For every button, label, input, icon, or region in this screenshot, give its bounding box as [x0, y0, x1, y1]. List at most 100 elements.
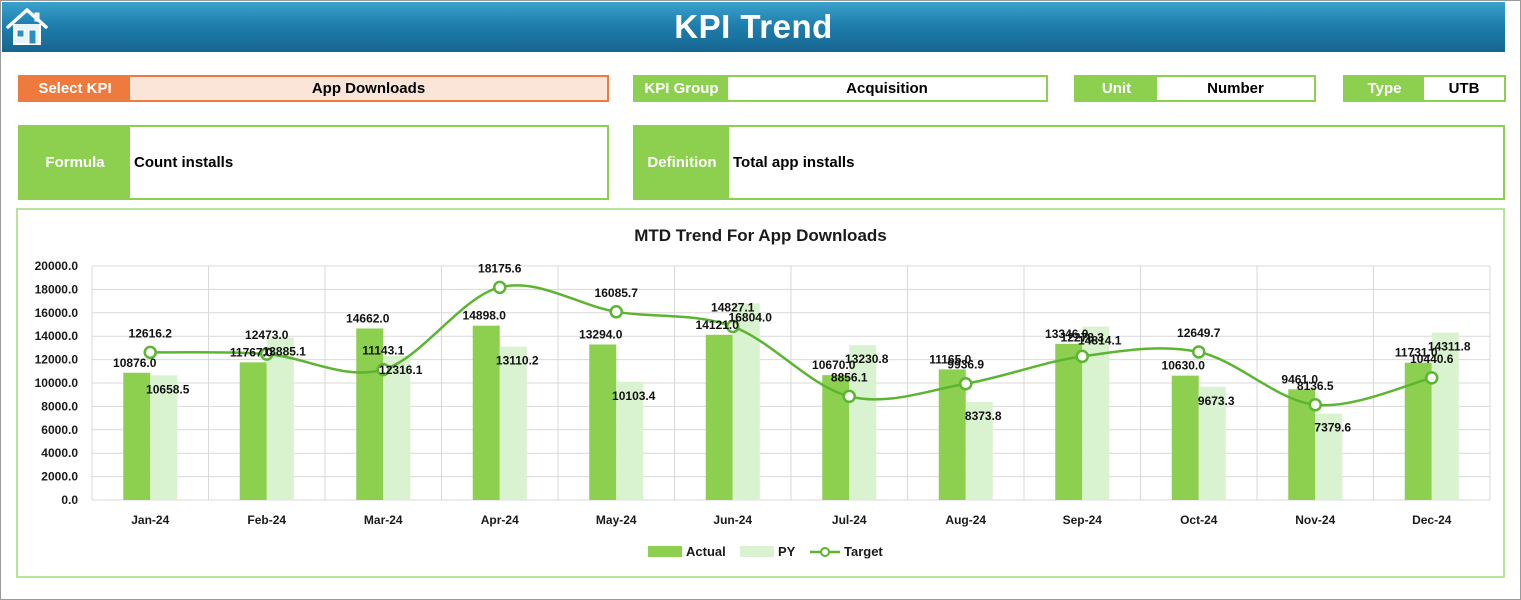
- y-tick-label: 18000.0: [35, 282, 79, 296]
- data-label-target: 8136.5: [1297, 379, 1334, 393]
- data-label-actual: 11767.0: [230, 345, 273, 359]
- data-label-actual: 11165.0: [929, 352, 971, 366]
- bar-py: [1198, 386, 1226, 500]
- kpi-group-field: KPI Group Acquisition: [633, 75, 1048, 102]
- data-label-target: 10440.6: [1410, 352, 1454, 366]
- data-label-target: 14827.1: [711, 301, 755, 315]
- data-label-target: 12278.3: [1061, 330, 1105, 344]
- bar-py: [616, 381, 644, 500]
- bar-actual: [1171, 375, 1199, 500]
- bar-actual: [239, 362, 267, 500]
- x-tick-label: Feb-24: [247, 513, 286, 527]
- x-tick-label: Mar-24: [364, 513, 403, 527]
- header-bar: KPI Trend: [2, 2, 1505, 52]
- target-point: [1425, 371, 1439, 385]
- bar-actual: [123, 372, 151, 500]
- select-kpi-dropdown[interactable]: App Downloads: [130, 77, 607, 100]
- bar-actual: [1404, 362, 1432, 500]
- x-tick-label: Aug-24: [945, 513, 986, 527]
- data-label-py: 10658.5: [146, 382, 190, 396]
- target-point: [1192, 345, 1206, 359]
- y-tick-label: 10000.0: [35, 376, 79, 390]
- definition-label: Definition: [635, 127, 729, 198]
- data-label-target: 11143.1: [362, 344, 404, 358]
- formula-box: Formula Count installs: [18, 125, 609, 200]
- data-label-target: 12649.7: [1177, 326, 1221, 340]
- data-label-actual: 11731.0: [1395, 346, 1438, 360]
- unit-field: Unit Number: [1074, 75, 1316, 102]
- data-label-py: 9673.3: [1198, 394, 1235, 408]
- definition-value: Total app installs: [733, 154, 855, 171]
- definition-box: Definition Total app installs: [633, 125, 1505, 200]
- kpi-group-value: Acquisition: [728, 77, 1046, 100]
- data-label-actual: 13346.0: [1045, 327, 1089, 341]
- target-point: [376, 362, 390, 377]
- bar-py: [965, 402, 993, 500]
- y-tick-label: 14000.0: [35, 329, 79, 343]
- page-title: KPI Trend: [674, 8, 833, 45]
- target-point: [959, 376, 973, 391]
- bar-py: [266, 337, 294, 500]
- type-value: UTB: [1424, 77, 1504, 100]
- target-point: [726, 319, 740, 334]
- bar-py: [849, 345, 877, 500]
- data-label-py: 14814.1: [1078, 334, 1122, 348]
- type-field: Type UTB: [1343, 75, 1506, 102]
- bar-actual: [356, 328, 384, 500]
- data-label-actual: 10630.0: [1162, 359, 1206, 373]
- unit-value: Number: [1157, 77, 1314, 100]
- bar-actual: [589, 344, 617, 500]
- legend-label-actual: Actual: [686, 544, 726, 559]
- data-label-py: 13230.8: [845, 352, 889, 366]
- target-point: [1308, 398, 1322, 412]
- trend-chart: MTD Trend For App Downloads 0.0 2000.0 400…: [16, 208, 1505, 578]
- target-point: [493, 280, 507, 295]
- target-point: [609, 305, 623, 319]
- data-label-actual: 14898.0: [463, 309, 507, 323]
- y-tick-label: 8000.0: [41, 399, 78, 413]
- x-tick-label: Jul-24: [832, 513, 867, 527]
- bar-py: [1315, 413, 1343, 500]
- select-kpi-label: Select KPI: [20, 77, 130, 100]
- data-label-actual: 10670.0: [812, 358, 856, 372]
- target-line: [150, 284, 1433, 407]
- x-tick-label: Sep-24: [1063, 513, 1103, 527]
- type-label: Type: [1345, 77, 1424, 100]
- unit-label: Unit: [1076, 77, 1157, 100]
- legend-marker-target: [820, 547, 830, 557]
- data-label-target: 12473.0: [245, 328, 289, 342]
- legend-label-py: PY: [778, 544, 796, 559]
- y-tick-label: 16000.0: [35, 306, 79, 320]
- bar-py: [383, 355, 411, 500]
- home-button[interactable]: [5, 6, 49, 48]
- data-label-py: 14311.8: [1428, 340, 1471, 354]
- target-point: [260, 347, 274, 361]
- y-tick-label: 2000.0: [41, 470, 78, 484]
- kpi-group-label: KPI Group: [635, 77, 728, 100]
- data-label-py: 7379.6: [1314, 421, 1351, 435]
- x-tick-label: Dec-24: [1412, 513, 1452, 527]
- y-tick-label: 6000.0: [41, 423, 78, 437]
- data-label-target: 9936.9: [947, 358, 984, 372]
- y-tick-label: 12000.0: [35, 353, 79, 367]
- data-label-py: 10103.4: [612, 389, 656, 403]
- data-label-actual: 14662.0: [346, 311, 390, 325]
- data-label-actual: 10876.0: [113, 356, 157, 370]
- y-tick-label: 0.0: [61, 493, 78, 507]
- kpi-selector[interactable]: Select KPI App Downloads: [18, 75, 609, 102]
- data-label-py: 13885.1: [263, 345, 307, 359]
- data-label-target: 12616.2: [129, 326, 173, 340]
- home-icon: [6, 8, 48, 45]
- bar-py: [1431, 332, 1459, 500]
- data-label-py: 16804.0: [729, 310, 773, 324]
- data-label-py: 13110.2: [496, 354, 539, 368]
- data-label-target: 18175.6: [478, 261, 522, 275]
- legend-swatch-actual: [648, 546, 682, 557]
- bar-actual: [1055, 343, 1083, 500]
- legend-label-target: Target: [844, 544, 883, 559]
- formula-label: Formula: [20, 127, 130, 198]
- bar-actual: [938, 369, 966, 500]
- chart-title: MTD Trend For App Downloads: [634, 226, 887, 245]
- data-label-actual: 9461.0: [1281, 372, 1318, 386]
- bar-actual: [705, 334, 733, 500]
